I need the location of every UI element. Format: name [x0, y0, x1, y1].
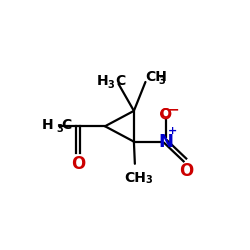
Text: O: O	[160, 107, 172, 121]
Text: CH: CH	[146, 70, 167, 84]
Text: H: H	[42, 118, 53, 132]
Text: 3: 3	[108, 80, 114, 90]
Text: +: +	[168, 126, 177, 136]
Text: O: O	[71, 155, 85, 173]
Text: −: −	[168, 102, 179, 116]
Text: CH: CH	[124, 170, 146, 184]
Text: C: C	[61, 118, 72, 132]
Text: C: C	[116, 74, 126, 88]
Text: N: N	[158, 133, 173, 151]
Text: 3: 3	[146, 175, 152, 185]
Text: 3: 3	[56, 124, 63, 134]
Text: H: H	[96, 74, 108, 88]
Text: O: O	[179, 162, 193, 180]
Text: 3: 3	[158, 76, 165, 86]
